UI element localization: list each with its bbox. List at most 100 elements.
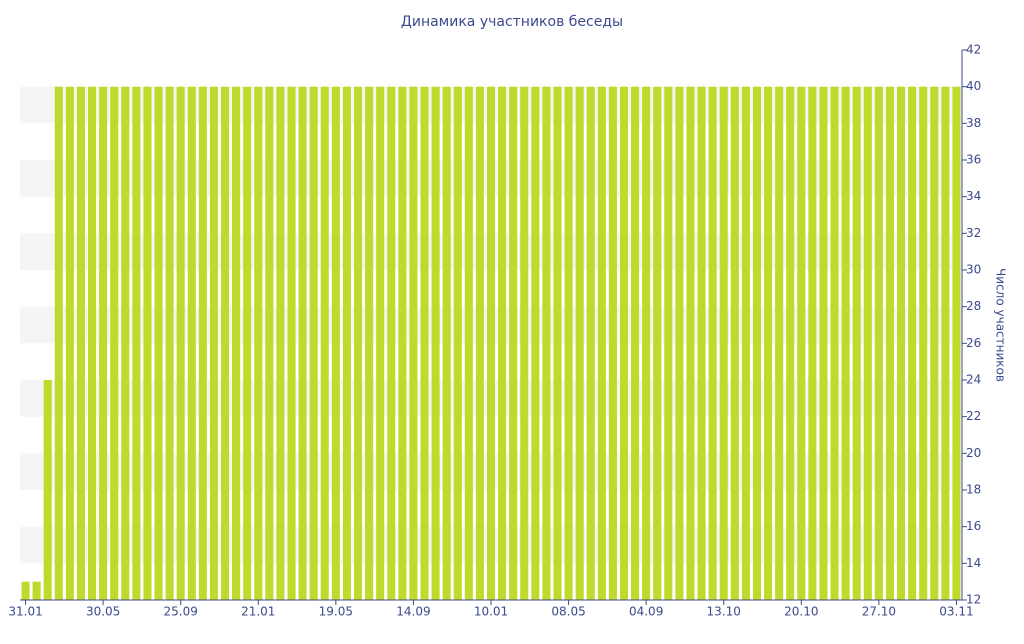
x-tick-label: 14.09	[396, 605, 430, 619]
bar	[387, 86, 396, 600]
x-tick-label: 19.05	[319, 605, 353, 619]
bar	[54, 86, 63, 600]
bar	[608, 86, 617, 600]
bar	[719, 86, 728, 600]
bar	[254, 86, 263, 600]
x-tick-label: 27.10	[862, 605, 896, 619]
y-tick-label: 20	[966, 446, 981, 460]
y-tick-label: 26	[966, 336, 981, 350]
bar	[852, 86, 861, 600]
bar	[232, 86, 241, 600]
bar	[265, 86, 274, 600]
bar	[730, 86, 739, 600]
bar	[653, 86, 662, 600]
bar	[475, 86, 484, 600]
y-tick-label: 42	[966, 43, 981, 57]
bar	[154, 86, 163, 600]
bar	[464, 86, 473, 600]
bar	[642, 86, 651, 600]
bar	[21, 581, 30, 600]
bar	[631, 86, 640, 600]
bar	[808, 86, 817, 600]
y-tick-label: 14	[966, 556, 981, 570]
y-tick-label: 34	[966, 189, 981, 203]
y-tick-label: 18	[966, 483, 981, 497]
bar	[708, 86, 717, 600]
x-tick-label: 31.01	[8, 605, 42, 619]
x-tick-label: 13.10	[707, 605, 741, 619]
bar	[664, 86, 673, 600]
x-tick-label: 20.10	[784, 605, 818, 619]
bar	[99, 86, 108, 600]
bar	[520, 86, 529, 600]
bar	[132, 86, 141, 600]
bar	[786, 86, 795, 600]
bar	[398, 86, 407, 600]
bar	[198, 86, 207, 600]
bar	[897, 86, 906, 600]
bar	[143, 86, 152, 600]
x-tick-label: 21.01	[241, 605, 275, 619]
bar	[486, 86, 496, 600]
bar	[908, 86, 917, 600]
bar	[187, 86, 196, 600]
bar	[586, 86, 595, 600]
bar	[76, 86, 85, 600]
bar	[564, 86, 573, 600]
y-tick-label: 36	[966, 153, 981, 167]
bar	[431, 86, 440, 600]
bar	[697, 86, 706, 600]
bar	[619, 86, 629, 600]
bar	[509, 86, 518, 600]
y-tick-label: 38	[966, 116, 981, 130]
bar	[952, 86, 961, 600]
x-tick-label: 10.01	[474, 605, 508, 619]
x-tick-label: 25.09	[164, 605, 198, 619]
x-tick-label: 30.05	[86, 605, 120, 619]
bar	[121, 86, 130, 600]
x-tick-label: 08.05	[551, 605, 585, 619]
bar	[65, 86, 74, 600]
y-tick-label: 12	[966, 593, 981, 607]
chart-title: Динамика участников беседы	[401, 14, 623, 30]
bar	[941, 86, 950, 600]
x-tick-label: 03.11	[939, 605, 973, 619]
y-tick-label: 32	[966, 226, 981, 240]
bar	[752, 86, 762, 600]
bar	[930, 86, 939, 600]
bar	[675, 86, 684, 600]
bar	[320, 86, 329, 600]
y-tick-label: 28	[966, 299, 981, 313]
bar	[874, 86, 883, 600]
bar	[453, 86, 462, 600]
bar	[287, 86, 296, 600]
y-axis-label: Число участников	[994, 268, 1008, 382]
bar	[353, 86, 363, 600]
bar	[176, 86, 185, 600]
bar	[819, 86, 828, 600]
bar	[885, 86, 895, 600]
bar	[919, 86, 928, 600]
bar	[309, 86, 318, 600]
bar	[220, 86, 230, 600]
bar	[420, 86, 429, 600]
bar	[575, 86, 584, 600]
bar	[342, 86, 351, 600]
bar	[298, 86, 307, 600]
y-tick-label: 40	[966, 79, 981, 93]
bar	[365, 86, 374, 600]
bar	[797, 86, 806, 600]
y-tick-label: 16	[966, 519, 981, 533]
x-tick-label: 04.09	[629, 605, 663, 619]
bar	[863, 86, 872, 600]
bar	[841, 86, 850, 600]
bar	[376, 86, 385, 600]
bar	[775, 86, 784, 600]
bar	[741, 86, 750, 600]
bar	[43, 380, 52, 600]
bar	[597, 86, 606, 600]
bar	[243, 86, 252, 600]
bar	[209, 86, 218, 600]
bar	[276, 86, 285, 600]
